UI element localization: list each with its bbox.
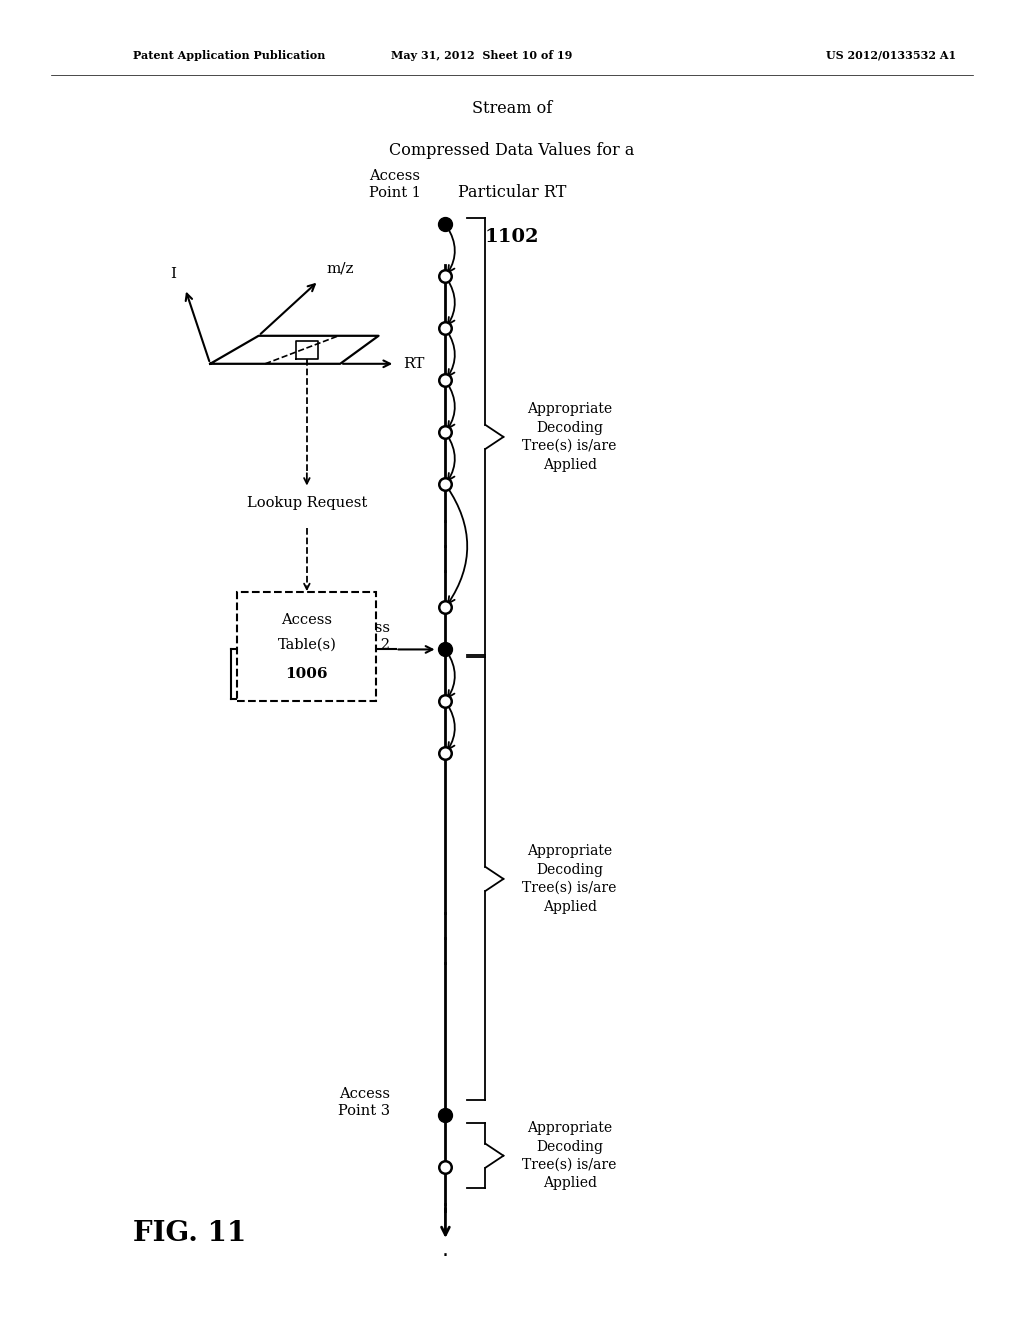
Text: .: . — [442, 507, 449, 527]
Text: .: . — [442, 532, 449, 552]
Text: .: . — [442, 1191, 449, 1210]
Text: Access
Point 2: Access Point 2 — [339, 622, 390, 652]
Text: m/z: m/z — [327, 261, 354, 276]
Text: I: I — [170, 267, 176, 281]
Text: Particular RT: Particular RT — [458, 183, 566, 201]
Text: 1102: 1102 — [484, 228, 540, 246]
Text: .: . — [442, 557, 449, 577]
Text: Compressed Data Values for a: Compressed Data Values for a — [389, 143, 635, 158]
Text: Access: Access — [282, 614, 333, 627]
Text: Table(s): Table(s) — [278, 638, 336, 651]
FancyBboxPatch shape — [238, 591, 377, 701]
Text: .: . — [442, 1241, 449, 1261]
Text: .: . — [442, 899, 449, 920]
Text: Lookup Request: Lookup Request — [247, 496, 367, 511]
Text: 1006: 1006 — [286, 667, 328, 681]
Text: Appropriate
Decoding
Tree(s) is/are
Applied: Appropriate Decoding Tree(s) is/are Appl… — [522, 845, 616, 913]
Text: RT: RT — [403, 356, 425, 371]
Text: Stream of: Stream of — [472, 100, 552, 117]
Text: Appropriate
Decoding
Tree(s) is/are
Applied: Appropriate Decoding Tree(s) is/are Appl… — [522, 1121, 616, 1191]
Text: .: . — [442, 924, 449, 944]
Text: .: . — [442, 1216, 449, 1236]
Text: Access
Point 3: Access Point 3 — [338, 1088, 390, 1118]
Text: Appropriate
Decoding
Tree(s) is/are
Applied: Appropriate Decoding Tree(s) is/are Appl… — [522, 403, 616, 471]
Text: May 31, 2012  Sheet 10 of 19: May 31, 2012 Sheet 10 of 19 — [390, 50, 572, 61]
Text: .: . — [442, 949, 449, 969]
Text: FIG. 11: FIG. 11 — [133, 1221, 247, 1247]
Text: Patent Application Publication: Patent Application Publication — [133, 50, 326, 61]
Text: Access
Point 1: Access Point 1 — [369, 169, 421, 199]
Text: US 2012/0133532 A1: US 2012/0133532 A1 — [825, 50, 956, 61]
